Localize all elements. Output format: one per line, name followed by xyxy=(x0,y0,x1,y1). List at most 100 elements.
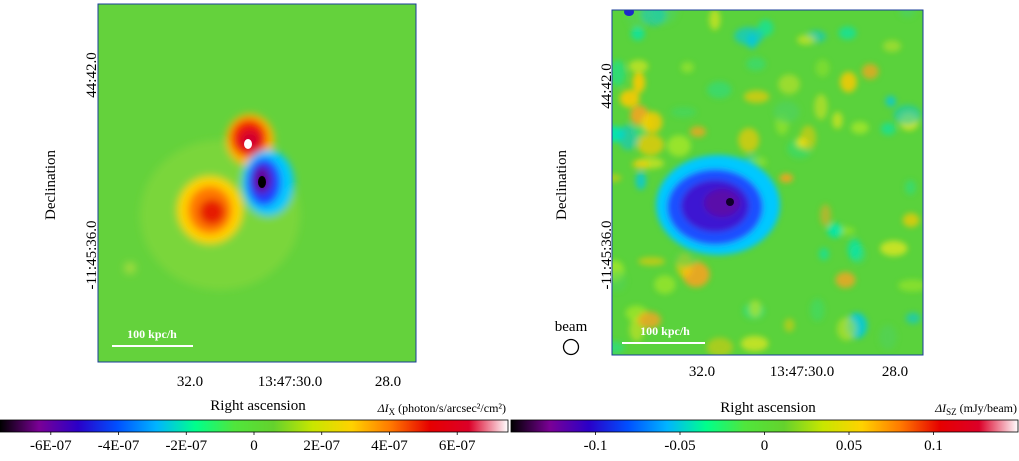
noise-blob xyxy=(612,270,627,292)
noise-blob xyxy=(612,60,626,87)
colorbar-tick-label: 0 xyxy=(761,438,769,454)
noise-blob xyxy=(633,126,646,137)
noise-blob xyxy=(689,126,707,138)
noise-blob xyxy=(784,318,795,332)
noise-blob xyxy=(815,59,830,77)
colorbar-tick-label: -0.1 xyxy=(584,438,608,454)
left-xtick-1: 13:47:30.0 xyxy=(258,374,323,390)
colorbar-tick-label: -6E-07 xyxy=(30,438,72,454)
noise-blob xyxy=(840,71,857,93)
noise-blob xyxy=(836,317,856,341)
noise-blob xyxy=(797,34,816,45)
noise-blob xyxy=(680,61,694,73)
noise-blob xyxy=(642,111,663,134)
noise-blob xyxy=(814,94,828,120)
noise-blob xyxy=(630,26,645,41)
noise-blob xyxy=(898,279,923,292)
colorbar-tick-label: 4E-07 xyxy=(371,438,408,454)
noise-blob xyxy=(827,223,843,238)
left-colorbar: -6E-07 -4E-07 -2E-07 0 2E-07 4E-07 6E-07 ΔIX (… xyxy=(0,401,509,454)
noise-blob xyxy=(670,106,697,118)
noise-blob xyxy=(637,311,662,329)
noise-blob xyxy=(832,111,843,129)
left-xlabel: Right ascension xyxy=(210,398,306,414)
right-xtick-1: 13:47:30.0 xyxy=(770,364,835,380)
left-peak-negative xyxy=(258,176,266,188)
left-ytick-0: 44:42.0 xyxy=(84,52,100,97)
noise-blob xyxy=(709,10,721,31)
colorbar-tick-label: -4E-07 xyxy=(98,438,140,454)
noise-blob xyxy=(706,337,734,355)
noise-blob xyxy=(773,101,800,123)
right-map-decrement xyxy=(656,155,780,255)
right-xtick-0: 32.0 xyxy=(689,364,715,380)
colorbar-tick-label: 0.1 xyxy=(924,438,943,454)
colorbar-tick-label: -0.05 xyxy=(664,438,695,454)
noise-blob xyxy=(835,271,856,288)
left-ylabel: Declination xyxy=(43,150,59,220)
right-corner-feature xyxy=(624,10,634,16)
colorbar-tick-label: 6E-07 xyxy=(439,438,476,454)
noise-blob xyxy=(885,95,896,107)
right-colorbar-label: ΔISZ (mJy/beam) xyxy=(934,401,1017,417)
noise-blob xyxy=(861,63,879,80)
left-map: 100 kpc/h xyxy=(97,3,417,363)
noise-blob xyxy=(778,74,800,95)
colorbar-tick-label: 0 xyxy=(250,438,258,454)
noise-blob xyxy=(880,122,896,136)
left-scalebar-label: 100 kpc/h xyxy=(127,327,177,341)
noise-blob xyxy=(632,72,646,94)
noise-blob xyxy=(818,247,830,261)
noise-blob xyxy=(746,57,766,71)
right-ytick-0: 44:42.0 xyxy=(599,63,615,108)
colorbar-tick-label: 0.05 xyxy=(836,438,862,454)
left-xtick-2: 28.0 xyxy=(375,374,401,390)
colorbar-tick-label: 2E-07 xyxy=(303,438,340,454)
left-xtick-0: 32.0 xyxy=(177,374,203,390)
noise-blob xyxy=(899,10,916,18)
noise-blob xyxy=(850,121,869,134)
right-xlabel: Right ascension xyxy=(720,400,816,416)
right-colorbar-bar xyxy=(510,419,1019,433)
noise-blob xyxy=(779,173,794,183)
left-colorbar-label: ΔIX (photon/s/arcsec²/cm²) xyxy=(377,401,506,417)
right-scalebar-label: 100 kpc/h xyxy=(640,324,690,338)
noise-blob xyxy=(847,238,862,260)
noise-blob xyxy=(882,40,902,53)
beam-label: beam xyxy=(555,319,588,335)
beam-circle xyxy=(562,338,580,356)
left-peak-positive xyxy=(244,139,252,149)
noise-blob xyxy=(675,251,698,267)
right-colorbar-ticks: -0.1 -0.05 0 0.05 0.1 xyxy=(584,432,943,454)
noise-blob xyxy=(637,133,664,156)
noise-blob xyxy=(800,125,817,151)
noise-blob xyxy=(638,257,666,266)
noise-blob xyxy=(641,10,667,27)
noise-blob xyxy=(635,171,647,190)
right-map: 100 kpc/h xyxy=(611,9,924,356)
noise-blob xyxy=(667,135,691,157)
right-colorbar: -0.1 -0.05 0 0.05 0.1 ΔISZ (mJy/beam) xyxy=(510,401,1019,454)
noise-blob xyxy=(734,27,764,46)
noise-blob xyxy=(654,275,676,294)
right-ylabel: Declination xyxy=(554,150,570,220)
right-map-frame xyxy=(611,9,924,356)
noise-blob xyxy=(749,300,762,318)
noise-blob xyxy=(905,312,921,324)
noise-blob xyxy=(612,174,622,183)
noise-blob xyxy=(820,204,831,227)
right-xtick-2: 28.0 xyxy=(882,364,908,380)
noise-blob xyxy=(838,26,857,40)
noise-blob xyxy=(618,124,638,151)
noise-blob xyxy=(878,324,897,350)
right-ytick-1: -11:45:36.0 xyxy=(599,220,615,289)
left-ytick-1: -11:45:36.0 xyxy=(84,220,100,289)
noise-blob xyxy=(706,81,732,99)
noise-blob xyxy=(810,298,825,322)
noise-blob xyxy=(628,60,649,73)
noise-blob xyxy=(743,90,770,104)
noise-blob xyxy=(880,240,908,257)
noise-blob xyxy=(612,341,625,354)
